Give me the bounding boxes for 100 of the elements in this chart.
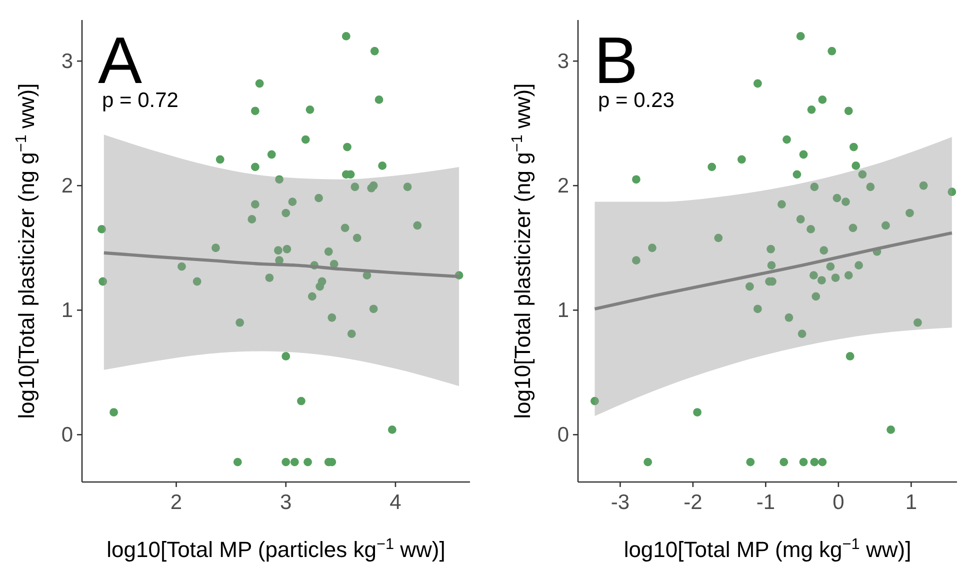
point: [328, 313, 336, 322]
point: [882, 221, 890, 230]
point: [818, 458, 827, 466]
x-tick-label: -1: [756, 491, 776, 514]
point: [216, 155, 224, 164]
point: [250, 200, 260, 208]
point: [347, 330, 356, 338]
point: [282, 458, 290, 466]
point: [737, 155, 746, 164]
point: [304, 458, 312, 466]
point: [648, 244, 656, 252]
point: [746, 458, 755, 466]
point: [796, 32, 805, 40]
point: [693, 408, 702, 416]
point: [831, 274, 840, 282]
y-tick-label: 0: [557, 424, 569, 447]
y-tick-label: 3: [557, 50, 569, 74]
point: [906, 208, 914, 218]
point: [842, 198, 850, 206]
x-axis-title: log10[Total MP (particles kg$^{−1}$ ww)]: [106, 536, 446, 562]
point: [818, 96, 827, 104]
point: [866, 182, 875, 192]
point: [820, 246, 828, 255]
point: [255, 79, 264, 88]
point: [248, 215, 256, 224]
point: [809, 271, 818, 280]
point: [767, 261, 776, 270]
y-tick-label: 2: [557, 174, 569, 198]
y-tick-label: 2: [61, 174, 73, 198]
point: [340, 224, 350, 232]
x-tick-label: -3: [610, 491, 630, 514]
point: [274, 246, 282, 255]
point: [810, 182, 819, 192]
point: [745, 282, 754, 291]
x-axis-title: log10[Total MP (mg kg$^{−1}$ ww)]: [624, 536, 912, 562]
point: [753, 304, 762, 314]
point: [812, 292, 820, 301]
point: [846, 352, 854, 360]
y-tick-label: 1: [557, 299, 569, 322]
point: [275, 175, 284, 184]
point: [644, 458, 652, 466]
point: [367, 184, 376, 192]
point: [632, 175, 640, 184]
point: [388, 426, 396, 434]
annotation: p = 0.23: [598, 89, 674, 112]
point: [854, 261, 863, 270]
point: [178, 262, 186, 271]
point: [288, 198, 297, 206]
point: [233, 458, 242, 466]
point: [343, 142, 352, 152]
point: [784, 313, 794, 322]
point: [766, 244, 775, 254]
point: [848, 224, 858, 232]
point: [714, 234, 723, 242]
x-tick-label: 3: [280, 491, 292, 514]
point: [780, 458, 788, 466]
point: [948, 188, 956, 196]
annotation: p = 0.72: [102, 89, 178, 112]
point: [828, 46, 836, 56]
point: [753, 79, 762, 88]
line-series: [593, 231, 954, 311]
point: [632, 256, 640, 265]
point: [98, 277, 108, 286]
point: [914, 318, 922, 327]
point: [314, 194, 323, 202]
point: [403, 182, 412, 192]
point: [777, 200, 786, 208]
point: [267, 150, 276, 159]
point: [858, 170, 867, 179]
x-tick-label: 4: [390, 491, 402, 514]
point: [374, 96, 384, 104]
point: [708, 162, 716, 172]
point: [352, 234, 362, 242]
point: [301, 135, 310, 144]
point: [282, 244, 292, 254]
point: [316, 282, 324, 291]
point: [798, 330, 806, 338]
point: [886, 426, 895, 434]
x-tick-label: -2: [684, 491, 702, 514]
point: [306, 105, 314, 114]
point: [282, 208, 290, 218]
x-tick-label: 1: [905, 491, 918, 514]
y-tick-label: 3: [61, 50, 73, 74]
point: [799, 458, 808, 466]
y-tick-label: 0: [61, 424, 73, 447]
point: [282, 352, 290, 360]
point: [324, 247, 333, 256]
point: [832, 194, 842, 202]
point: [212, 244, 220, 252]
point: [817, 276, 826, 284]
point: [850, 142, 858, 152]
point: [826, 262, 835, 271]
point: [413, 221, 422, 230]
point: [350, 182, 360, 192]
point: [782, 135, 791, 144]
point: [852, 162, 860, 170]
point: [369, 304, 378, 314]
point: [590, 396, 599, 406]
point: [792, 170, 802, 179]
point: [799, 150, 808, 159]
